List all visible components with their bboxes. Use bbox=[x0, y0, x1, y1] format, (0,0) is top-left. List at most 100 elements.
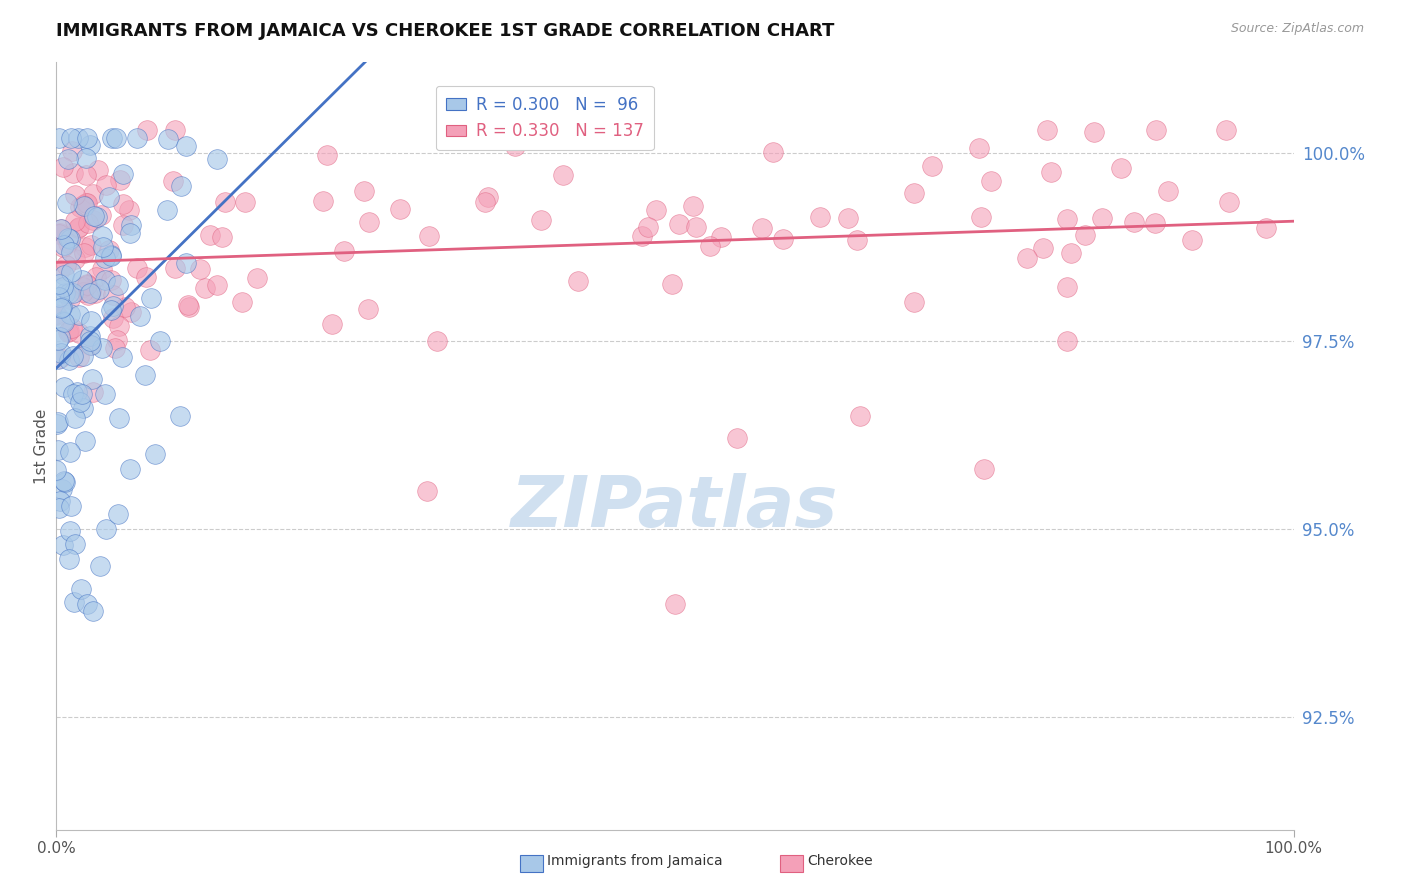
Point bbox=[89, 559, 111, 574]
Point bbox=[165, 260, 187, 275]
Point bbox=[62, 285, 84, 300]
Point bbox=[72, 198, 94, 212]
Point bbox=[100, 250, 122, 264]
Point bbox=[58, 292, 80, 306]
Point bbox=[685, 219, 707, 234]
Point bbox=[49, 301, 72, 315]
Point bbox=[67, 219, 90, 234]
Point bbox=[46, 417, 69, 431]
Point bbox=[63, 537, 86, 551]
Point bbox=[76, 130, 98, 145]
Point bbox=[94, 273, 117, 287]
Point bbox=[111, 350, 134, 364]
Point bbox=[664, 597, 686, 611]
Point bbox=[231, 295, 253, 310]
Point bbox=[112, 219, 135, 233]
Point bbox=[94, 522, 117, 536]
Point bbox=[58, 324, 80, 338]
Point bbox=[48, 500, 70, 515]
Point bbox=[120, 461, 142, 475]
Point bbox=[72, 349, 94, 363]
Point bbox=[1091, 211, 1114, 226]
Point bbox=[84, 269, 107, 284]
Point bbox=[82, 384, 104, 399]
Point bbox=[48, 351, 70, 366]
Point bbox=[1144, 216, 1167, 230]
Point bbox=[45, 307, 67, 321]
Point bbox=[903, 294, 925, 309]
Point bbox=[51, 538, 73, 552]
Point bbox=[76, 597, 98, 611]
Point bbox=[426, 334, 449, 348]
Point bbox=[56, 152, 79, 166]
Point bbox=[63, 214, 86, 228]
Point bbox=[1215, 123, 1237, 137]
Point bbox=[1144, 123, 1167, 137]
Point bbox=[75, 195, 97, 210]
Point bbox=[845, 233, 868, 247]
Point bbox=[418, 229, 440, 244]
Point bbox=[762, 145, 785, 160]
Point bbox=[661, 277, 683, 291]
Point bbox=[77, 287, 100, 301]
Point bbox=[980, 174, 1002, 188]
Point bbox=[52, 239, 75, 253]
Point bbox=[66, 385, 89, 400]
Point bbox=[551, 168, 574, 182]
Point bbox=[59, 524, 82, 538]
Point bbox=[56, 325, 79, 339]
Point bbox=[1074, 227, 1097, 242]
Point bbox=[82, 371, 104, 385]
Point bbox=[49, 329, 72, 343]
Point bbox=[100, 302, 122, 317]
Point bbox=[76, 277, 98, 291]
Point bbox=[921, 159, 943, 173]
Point bbox=[76, 278, 98, 293]
Point bbox=[59, 265, 82, 279]
Point bbox=[530, 213, 553, 227]
Point bbox=[58, 551, 80, 566]
Point bbox=[60, 130, 83, 145]
Point bbox=[477, 190, 499, 204]
Point bbox=[48, 227, 70, 241]
Point bbox=[79, 286, 101, 301]
Point bbox=[107, 277, 129, 292]
Point bbox=[80, 313, 103, 327]
Point bbox=[69, 395, 91, 409]
Point bbox=[1040, 165, 1063, 179]
Point bbox=[1123, 215, 1146, 229]
Point bbox=[211, 230, 233, 244]
Point bbox=[170, 179, 193, 194]
Point bbox=[108, 410, 131, 425]
Text: Cherokee: Cherokee bbox=[807, 854, 873, 868]
Point bbox=[70, 386, 93, 401]
Point bbox=[177, 300, 200, 314]
Point bbox=[53, 238, 76, 252]
Point bbox=[416, 484, 439, 499]
Point bbox=[48, 351, 70, 366]
Point bbox=[246, 271, 269, 285]
Point bbox=[207, 278, 229, 293]
Point bbox=[125, 261, 148, 276]
Point bbox=[91, 341, 114, 355]
Point bbox=[699, 238, 721, 252]
Point bbox=[118, 226, 141, 240]
Point bbox=[205, 152, 228, 166]
Point bbox=[474, 195, 496, 210]
Point bbox=[79, 329, 101, 343]
Point bbox=[174, 256, 197, 270]
Point bbox=[62, 349, 84, 363]
Legend: R = 0.300   N =  96, R = 0.330   N = 137: R = 0.300 N = 96, R = 0.330 N = 137 bbox=[436, 87, 654, 151]
Point bbox=[808, 210, 831, 224]
Point bbox=[45, 463, 67, 477]
Point bbox=[567, 274, 589, 288]
Point bbox=[1056, 334, 1078, 348]
Point bbox=[67, 351, 90, 365]
Point bbox=[52, 268, 75, 282]
Point bbox=[59, 445, 82, 459]
Point bbox=[48, 130, 70, 145]
Point bbox=[82, 187, 104, 202]
Point bbox=[637, 220, 659, 235]
Point bbox=[138, 343, 160, 358]
Point bbox=[135, 270, 157, 285]
